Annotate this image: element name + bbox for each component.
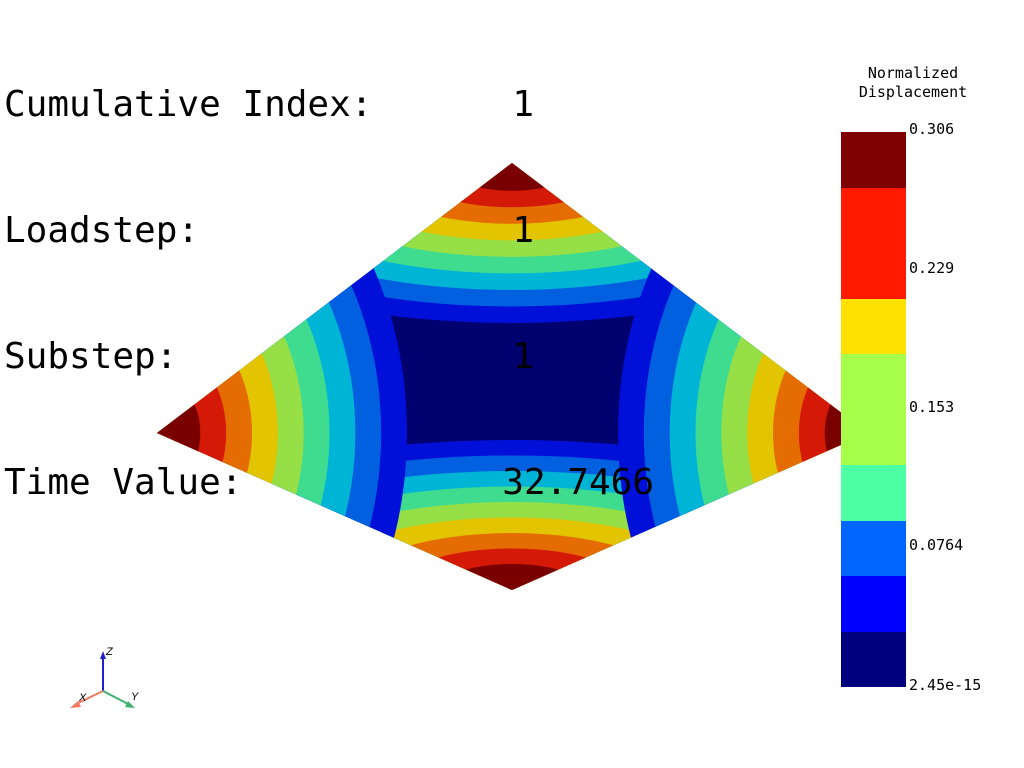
legend-band (841, 409, 906, 465)
legend-tick-min: 2.45e-15 (909, 676, 982, 694)
z-axis-arrow (100, 651, 106, 691)
legend-band (841, 187, 906, 243)
axis-triad: Z X Y (70, 646, 139, 708)
time-value-label: Time Value: (4, 462, 243, 503)
legend-tick-max: 0.306 (909, 120, 955, 138)
legend-title-line2: Displacement (858, 83, 968, 101)
legend-band (841, 354, 906, 410)
legend-title-line1: Normalized (867, 64, 959, 82)
substep-value: 1 (512, 336, 534, 377)
cumulative-index-label: Cumulative Index: (4, 84, 373, 125)
loadstep-value: 1 (512, 210, 534, 251)
legend-title: Normalized Displacement (848, 64, 978, 102)
loadstep-row: Loadstep: 1 (4, 210, 664, 252)
legend-band (841, 465, 906, 521)
time-value-row: Time Value: 32.7466 (4, 462, 664, 504)
result-info-panel: Cumulative Index: 1 Loadstep: 1 Substep:… (4, 0, 664, 546)
legend-band (841, 132, 906, 188)
x-axis-arrow (70, 690, 104, 708)
legend-band (841, 298, 906, 354)
legend-band (841, 520, 906, 576)
legend-tick: 0.229 (909, 259, 955, 277)
z-axis-label: Z (105, 646, 114, 658)
legend-tick: 0.153 (909, 398, 955, 416)
y-axis-arrow (102, 690, 135, 708)
y-axis-label: Y (131, 691, 139, 703)
cumulative-index-row: Cumulative Index: 1 (4, 84, 664, 126)
x-axis-label: X (78, 692, 87, 704)
color-legend-bar (841, 132, 906, 687)
legend-band (841, 576, 906, 632)
legend-band (841, 243, 906, 299)
cumulative-index-value: 1 (512, 84, 534, 125)
time-value-value: 32.7466 (502, 462, 654, 503)
substep-label: Substep: (4, 336, 178, 377)
legend-band (841, 631, 906, 687)
legend-tick: 0.0764 (909, 536, 964, 554)
loadstep-label: Loadstep: (4, 210, 200, 251)
substep-row: Substep: 1 (4, 336, 664, 378)
